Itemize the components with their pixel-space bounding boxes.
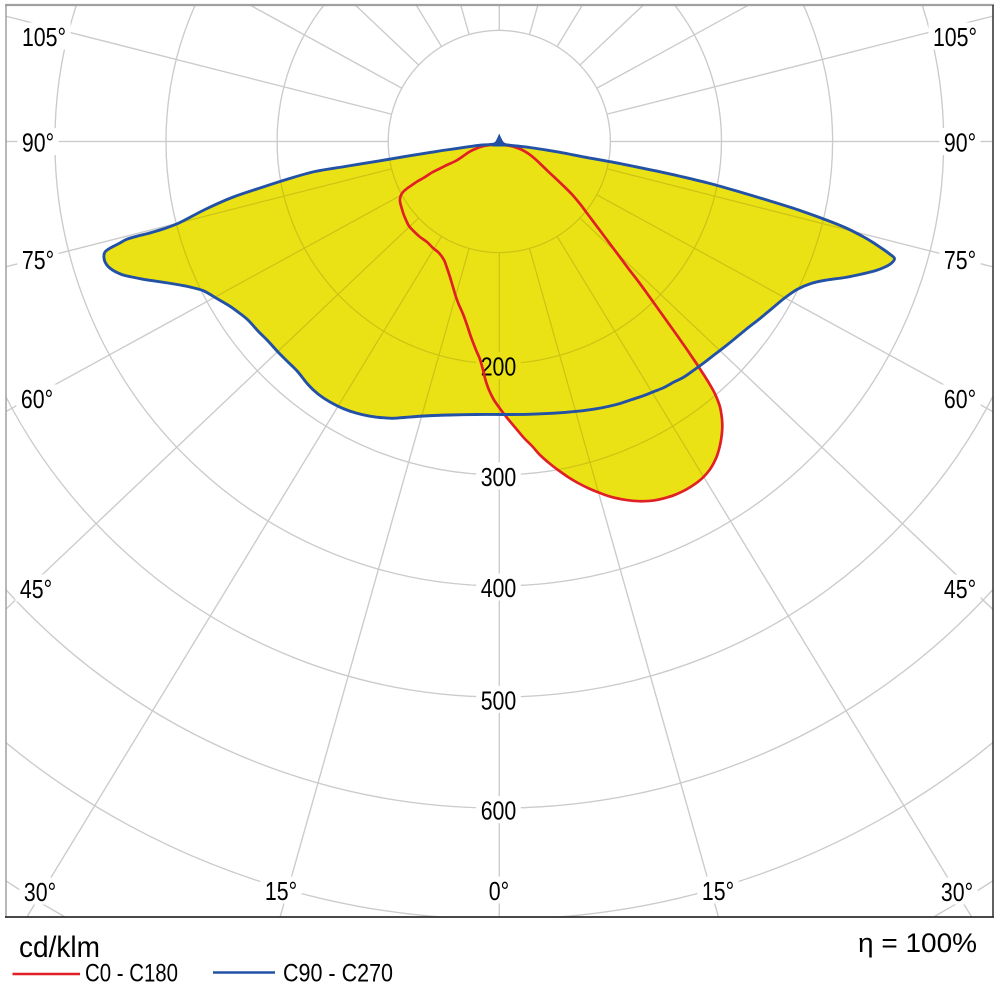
svg-text:75°: 75° [944,245,976,275]
svg-text:45°: 45° [20,574,52,604]
svg-text:C90 - C270: C90 - C270 [283,960,393,988]
svg-text:15°: 15° [265,876,297,906]
svg-text:90°: 90° [944,128,976,158]
svg-text:30°: 30° [24,877,56,907]
svg-text:600: 600 [481,796,517,826]
svg-text:60°: 60° [21,384,53,414]
svg-text:300: 300 [481,462,517,492]
svg-text:75°: 75° [22,245,54,275]
svg-text:105°: 105° [933,22,977,52]
svg-text:cd/klm: cd/klm [19,931,100,964]
svg-text:90°: 90° [22,128,54,158]
svg-text:500: 500 [481,685,517,715]
svg-text:45°: 45° [944,574,976,604]
svg-text:105°: 105° [22,22,66,52]
svg-text:15°: 15° [702,876,734,906]
svg-text:C0 - C180: C0 - C180 [85,960,178,988]
svg-text:400: 400 [481,573,517,603]
svg-text:60°: 60° [944,384,976,414]
svg-text:η = 100%: η = 100% [858,928,977,958]
svg-text:0°: 0° [489,876,509,906]
svg-text:30°: 30° [941,877,973,907]
